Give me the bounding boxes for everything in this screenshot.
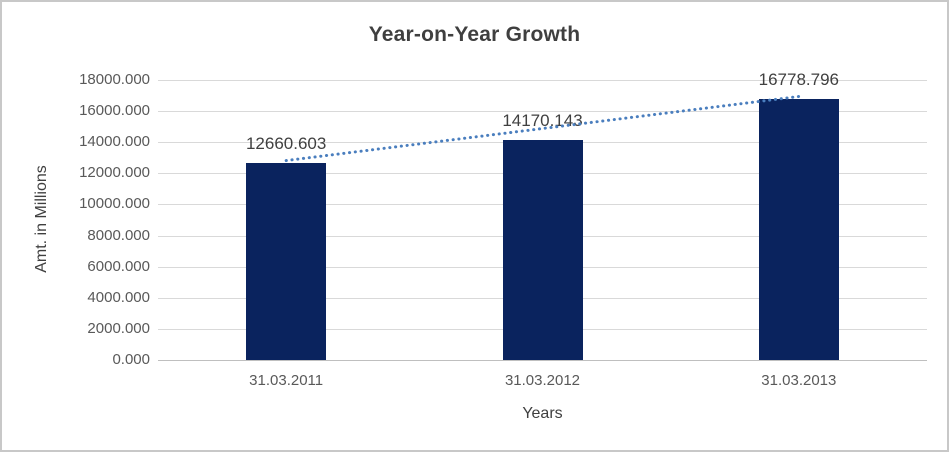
y-tick-label: 6000.000 [87,257,150,275]
y-tick-label: 12000.000 [79,164,150,182]
y-tick-label: 2000.000 [87,319,150,337]
x-tick-label: 31.03.2011 [249,372,324,389]
x-tick-label: 31.03.2013 [761,372,837,389]
y-tick-label: 10000.000 [79,195,150,213]
y-tick-label: 8000.000 [87,226,150,244]
x-axis-title: Years [522,405,563,422]
y-axis-title: Amt. in Millions [33,165,50,273]
bar [502,139,583,360]
y-tick-label: 16000.000 [79,102,150,120]
bar [758,98,839,360]
x-axis-line [158,360,927,361]
y-tick-label: 14000.000 [79,133,150,151]
y-tick-label: 0.000 [112,351,150,368]
x-tick-label: 31.03.2012 [504,372,581,389]
y-tick-label: 4000.000 [87,288,150,306]
y-tick-label: 18000.000 [79,71,150,88]
data-label: 14170.143 [502,110,583,130]
data-label: 12660.603 [245,134,327,154]
data-label: 16778.796 [758,69,840,89]
chart-title: Year-on-Year Growth [368,23,581,46]
gridline [158,80,927,81]
bar [246,163,327,360]
